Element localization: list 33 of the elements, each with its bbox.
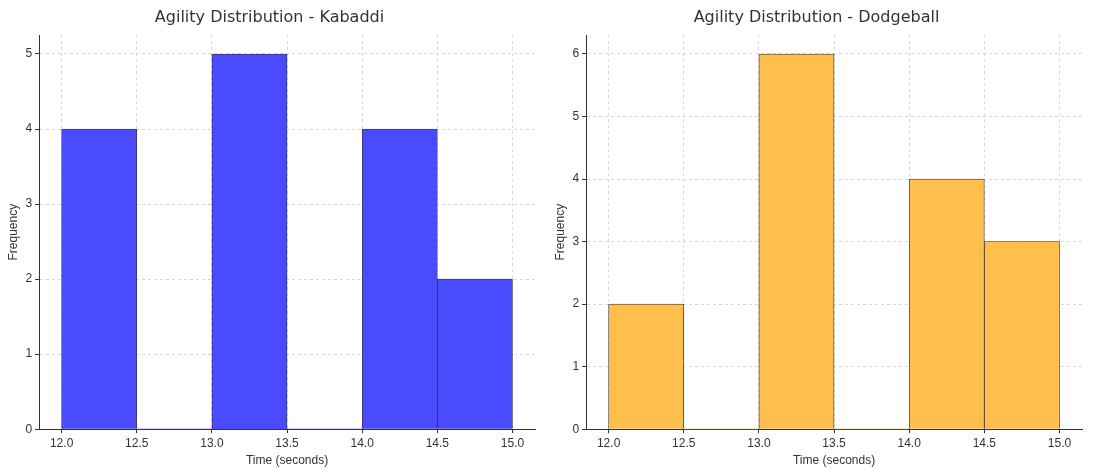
x-axis-title: Time (seconds) [792,453,876,468]
x-tick-label: 13.5 [822,435,847,450]
chart-title: Agility Distribution - Dodgeball [693,6,940,26]
x-tick-label: 15.0 [500,435,525,450]
y-tick-label: 1 [572,358,580,373]
x-tick-label: 14.5 [425,435,450,450]
y-tick-label: 4 [25,121,33,136]
y-tick-label: 4 [572,171,580,186]
y-tick-label: 3 [572,233,580,248]
x-tick-label: 12.0 [49,435,74,450]
y-tick-label: 2 [572,296,580,311]
x-tick-label: 14.0 [350,435,375,450]
y-axis-title: Frequency [5,203,20,261]
x-tick-label: 15.0 [1047,435,1072,450]
x-tick-label: 13.0 [747,435,771,450]
x-tick-label: 13.5 [275,435,300,450]
chart-title: Agility Distribution - Kabaddi [154,6,385,26]
x-tick-label: 14.5 [972,435,997,450]
y-tick-label: 5 [572,108,580,123]
y-tick-label: 5 [25,46,33,61]
x-tick-label: 14.0 [897,435,922,450]
y-tick-label: 0 [25,421,33,436]
x-tick-label: 12.5 [672,435,696,450]
y-tick-label: 3 [25,196,33,211]
y-tick-label: 2 [25,271,33,286]
y-tick-label: 0 [572,421,580,436]
x-tick-label: 13.0 [200,435,224,450]
y-tick-label: 1 [25,346,33,361]
x-tick-label: 12.5 [125,435,149,450]
x-axis-title: Time (seconds) [245,453,329,468]
y-tick-label: 6 [572,46,580,61]
y-axis-title: Frequency [552,203,567,261]
x-tick-label: 12.0 [596,435,621,450]
